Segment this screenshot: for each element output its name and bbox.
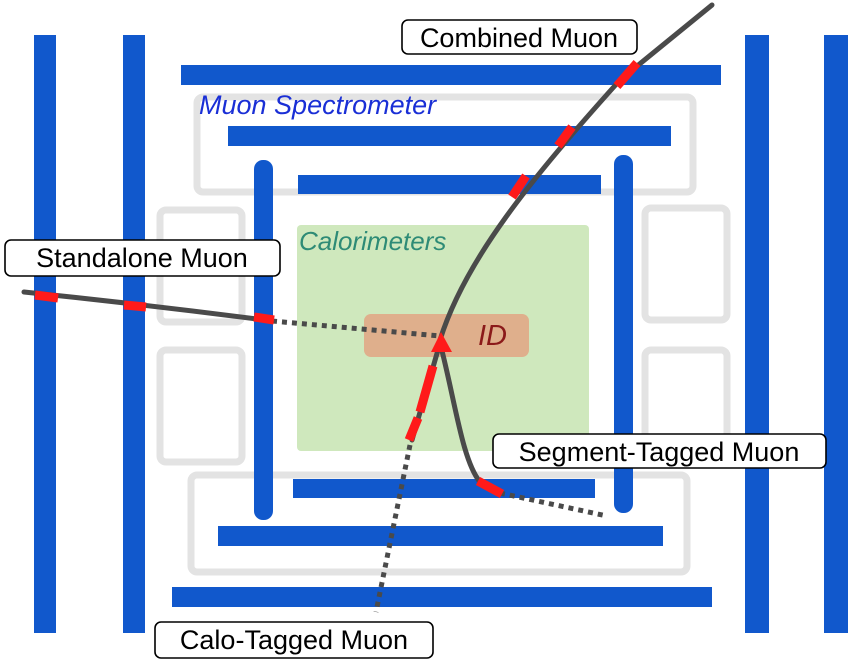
middle-top-horizontal-bar [228,126,671,146]
combined-muon-label-box [401,19,638,55]
inner-right-vertical-bar [614,155,633,513]
standalone-muon-extrapolation [271,318,441,339]
inner-detector-label: ID [478,320,507,352]
bottom-chamber-frame [187,471,691,576]
segment-tagged-muon-track [437,340,483,485]
right-upper-chamber-frame [641,204,731,324]
standalone-muon-label: Standalone Muon [36,243,248,273]
calo-tagged-muon-label: Calo-Tagged Muon [180,625,408,655]
outer-top-horizontal-bar [181,65,721,85]
calo-tagged-muon-callout: Calo-Tagged Muon [154,621,434,659]
standalone-muon-track [21,289,275,324]
outer-left-vertical-bar [34,35,56,633]
combined-hit-3 [508,173,530,200]
left-lower-chamber-frame [156,346,246,466]
second-left-vertical-bar [123,35,145,633]
muon-spectrometer-label: Muon Spectrometer [199,90,437,120]
standalone-hit-3 [253,312,275,325]
interaction-vertex-marker [431,332,452,352]
middle-bottom-horizontal-bar [218,526,663,546]
combined-hit-1 [613,60,641,89]
segment-tagged-muon-callout: Segment-Tagged Muon [492,433,827,469]
calo-tagged-hit-lower [404,416,423,442]
inner-top-horizontal-bar [298,175,601,194]
calo-tagged-extrapolation [373,444,413,613]
combined-muon-track [437,2,715,343]
standalone-muon-callout: Standalone Muon [4,239,281,277]
inner-detector-region [364,314,529,357]
segment-tagged-hit [475,477,505,498]
segment-tagged-muon-label: Segment-Tagged Muon [519,437,800,467]
inner-left-vertical-bar [254,160,273,520]
outer-right-vertical-bar [824,35,848,633]
standalone-hit-1 [34,290,59,303]
standalone-muon-label-box [4,239,281,277]
segment-tagged-extrapolation [499,490,608,519]
combined-hit-2 [554,124,576,149]
combined-muon-label: Combined Muon [420,23,618,53]
calo-tagged-hit-upper [415,364,438,414]
calorimeters-label: Calorimeters [299,226,446,256]
second-right-vertical-bar [745,35,769,633]
standalone-hit-2 [123,300,147,312]
calo-tagged-muon-label-box [154,621,434,659]
outer-bottom-horizontal-bar [172,587,712,607]
inner-bottom-horizontal-bar [293,479,595,498]
combined-muon-callout: Combined Muon [401,19,638,55]
muon-tracks [21,2,715,613]
segment-tagged-muon-label-box [492,433,827,469]
